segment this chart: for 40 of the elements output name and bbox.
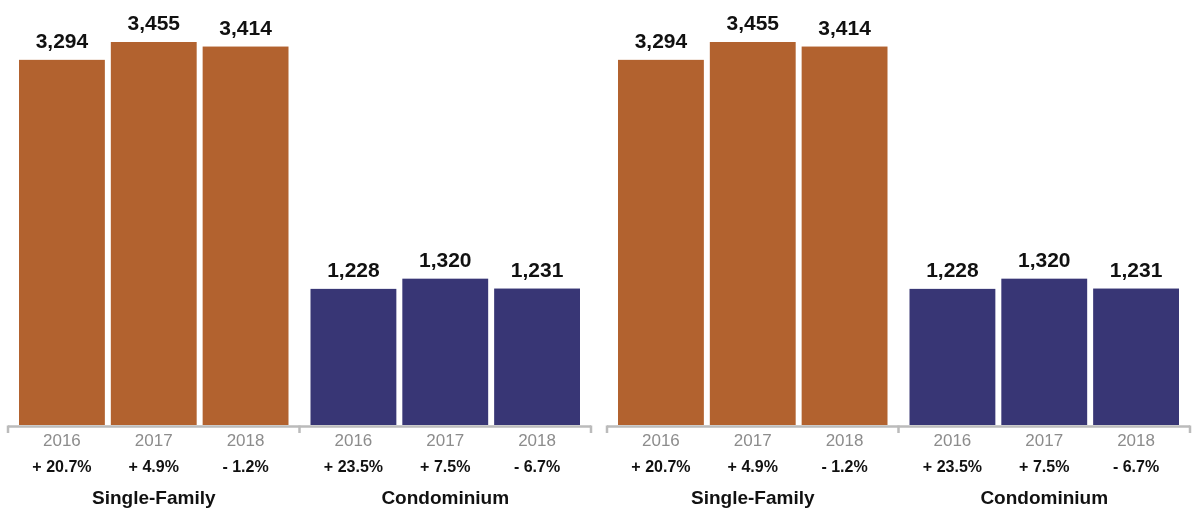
x-tick-label: 2018 — [226, 431, 265, 450]
text: - 6.7% — [1112, 458, 1160, 475]
text: + 7.5% — [420, 458, 471, 475]
x-tick-label: 2017 — [733, 431, 772, 450]
data-label: 1,231 — [510, 257, 564, 281]
data-label: 3,294 — [634, 28, 688, 52]
text: Condominium — [381, 487, 510, 508]
x-tick-label: 2017 — [426, 431, 465, 450]
x-tick-label: 2017 — [134, 431, 173, 450]
x-tick-label: 2016 — [334, 431, 373, 450]
data-label: 1,228 — [926, 257, 980, 281]
x-tick-label: 2018 — [518, 431, 556, 450]
data-label: 3,455 — [127, 11, 181, 34]
text: Single-Family — [690, 487, 815, 508]
x-tick-label: 2018 — [1117, 431, 1155, 450]
data-label: 1,320 — [1017, 247, 1071, 271]
data-label: 3,414 — [219, 15, 273, 39]
text: + 20.7% — [32, 458, 92, 475]
text: + 20.7% — [631, 458, 691, 475]
x-tick-label: 2018 — [825, 431, 864, 450]
text: Condominium — [980, 487, 1109, 508]
data-label: 3,455 — [726, 11, 780, 34]
text: + 4.9% — [128, 458, 179, 475]
x-tick-label: 2016 — [642, 431, 680, 450]
text: - 1.2% — [821, 458, 868, 475]
data-label: 3,294 — [35, 28, 89, 52]
text: + 7.5% — [1019, 458, 1070, 475]
data-label: 1,320 — [418, 247, 472, 271]
data-label: 1,231 — [1109, 257, 1163, 281]
text: + 4.9% — [727, 458, 778, 475]
data-label: 1,228 — [327, 257, 381, 281]
text: - 1.2% — [222, 458, 269, 475]
data-label: 3,414 — [818, 15, 872, 39]
x-tick-label: 2017 — [1025, 431, 1064, 450]
text: + 23.5% — [922, 458, 983, 475]
text: + 23.5% — [323, 458, 384, 475]
x-tick-label: 2016 — [933, 431, 972, 450]
x-tick-label: 2016 — [43, 431, 81, 450]
text: Single-Family — [91, 487, 216, 508]
text: - 6.7% — [513, 458, 561, 475]
